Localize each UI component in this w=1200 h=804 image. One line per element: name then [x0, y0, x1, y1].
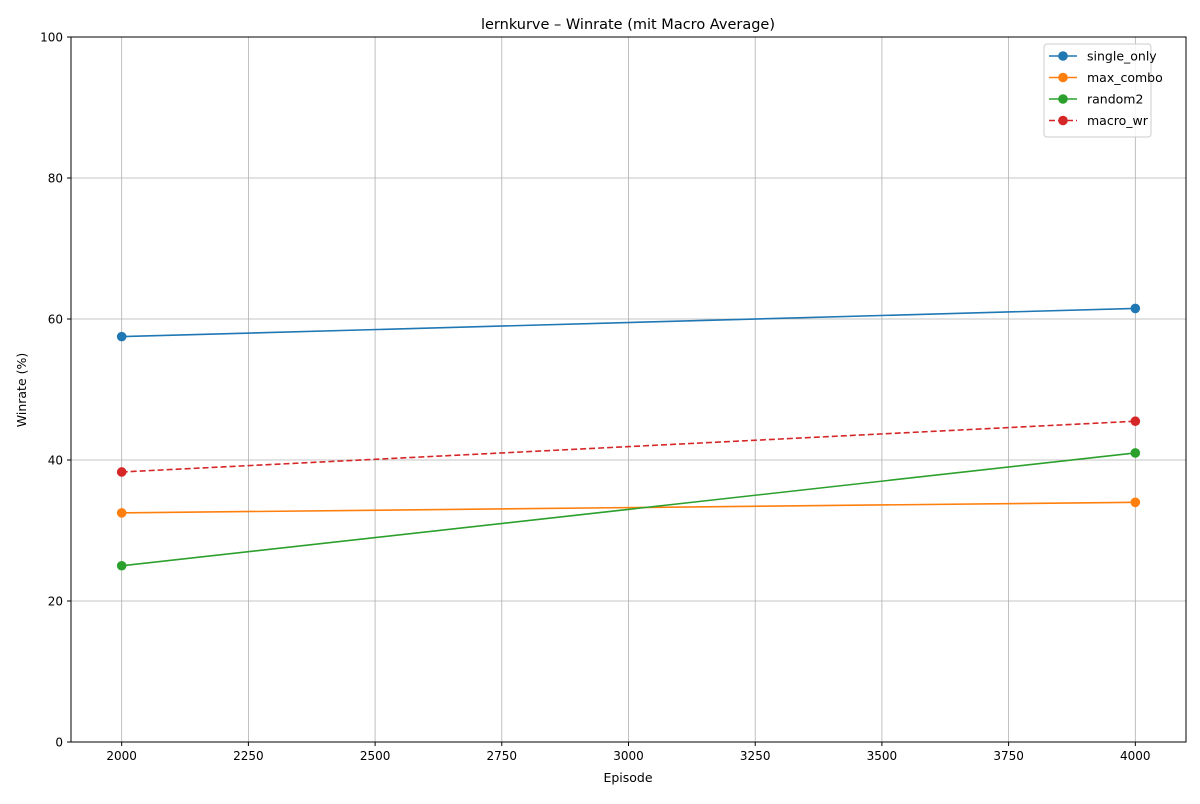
y-tick-label: 80	[48, 172, 63, 186]
x-tick-label: 4000	[1120, 749, 1151, 763]
legend-item-max-combo: max_combo	[1049, 70, 1163, 85]
data-point-single-only	[1130, 303, 1141, 314]
legend-label: random2	[1087, 92, 1143, 107]
series-random2	[116, 448, 1141, 571]
legend-item-macro-wr: macro_wr	[1049, 113, 1149, 128]
legend-swatch-marker	[1058, 72, 1068, 83]
chart-title: lernkurve – Winrate (mit Macro Average)	[481, 17, 775, 33]
y-tick-label: 20	[48, 595, 63, 609]
legend-item-random2: random2	[1049, 92, 1143, 107]
series-line-random2	[121, 452, 1136, 567]
x-tick-label: 2750	[487, 749, 518, 763]
legend-swatch-marker	[1058, 51, 1068, 61]
data-point-max-combo	[1130, 497, 1141, 508]
y-tick-label: 0	[55, 736, 63, 750]
x-tick-label: 3500	[867, 749, 898, 763]
data-point-random2	[116, 560, 127, 571]
data-point-max-combo	[116, 508, 127, 518]
y-tick-label: 40	[48, 454, 63, 468]
grid	[71, 36, 1186, 743]
legend-swatch-marker	[1058, 94, 1068, 104]
data-point-single-only	[116, 331, 127, 342]
legend-label: max_combo	[1087, 70, 1163, 85]
x-tick-label: 2000	[106, 749, 137, 763]
series-group	[116, 303, 1141, 571]
y-tick-label: 100	[40, 31, 63, 45]
legend-label: macro_wr	[1087, 113, 1149, 128]
axes: 2000 2250 2500 2750 3000 3250 3500 3750 4000 0 20 4…	[40, 31, 1187, 763]
x-tick-label: 3000	[613, 749, 644, 763]
x-tick-label: 2500	[360, 749, 391, 763]
y-axis-label: Winrate (%)	[14, 353, 29, 427]
legend-box	[1043, 43, 1152, 138]
y-tick-label: 60	[48, 313, 63, 327]
series-macro-wr	[116, 416, 1141, 477]
series-single-only	[116, 303, 1141, 342]
legend: single_only max_combo random2 macro_wr	[1043, 43, 1163, 138]
legend-label: single_only	[1087, 49, 1157, 64]
series-max-combo	[116, 497, 1141, 518]
legend-item-single-only: single_only	[1049, 49, 1157, 64]
data-point-random2	[1130, 448, 1141, 458]
x-tick-label: 3250	[740, 749, 771, 763]
data-point-macro-wr	[1130, 416, 1141, 427]
series-line-single-only	[121, 307, 1136, 338]
x-axis-label: Episode	[603, 770, 652, 785]
data-point-macro-wr	[116, 467, 127, 477]
x-tick-label: 2250	[233, 749, 264, 763]
series-line-max-combo	[121, 501, 1136, 514]
x-tick-label: 3750	[993, 749, 1024, 763]
series-line-macro-wr	[121, 420, 1136, 473]
legend-swatch-marker	[1058, 115, 1068, 126]
